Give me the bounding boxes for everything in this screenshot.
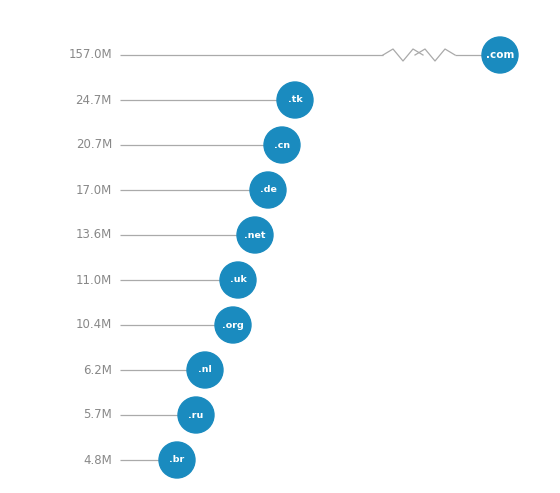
Circle shape — [178, 397, 214, 433]
Text: 4.8M: 4.8M — [83, 454, 112, 466]
Text: .br: .br — [169, 456, 185, 464]
Text: 24.7M: 24.7M — [76, 94, 112, 106]
Text: 157.0M: 157.0M — [68, 48, 112, 62]
Text: 10.4M: 10.4M — [76, 318, 112, 331]
Text: .de: .de — [260, 185, 277, 195]
Text: 20.7M: 20.7M — [76, 139, 112, 151]
Circle shape — [482, 37, 518, 73]
Circle shape — [237, 217, 273, 253]
Text: .tk: .tk — [288, 96, 302, 105]
Circle shape — [264, 127, 300, 163]
Text: .net: .net — [244, 231, 266, 240]
Text: 17.0M: 17.0M — [76, 183, 112, 197]
Text: .uk: .uk — [230, 276, 246, 284]
Circle shape — [220, 262, 256, 298]
Text: 11.0M: 11.0M — [76, 274, 112, 286]
Text: .cn: .cn — [274, 141, 290, 149]
Circle shape — [277, 82, 313, 118]
Circle shape — [250, 172, 286, 208]
Text: .nl: .nl — [198, 365, 212, 375]
Text: 5.7M: 5.7M — [83, 409, 112, 422]
Circle shape — [159, 442, 195, 478]
Circle shape — [215, 307, 251, 343]
Text: .com: .com — [486, 50, 514, 60]
Text: .org: .org — [222, 320, 244, 329]
Circle shape — [187, 352, 223, 388]
Text: 6.2M: 6.2M — [83, 363, 112, 377]
Text: .ru: .ru — [188, 411, 204, 420]
Text: 13.6M: 13.6M — [76, 228, 112, 242]
